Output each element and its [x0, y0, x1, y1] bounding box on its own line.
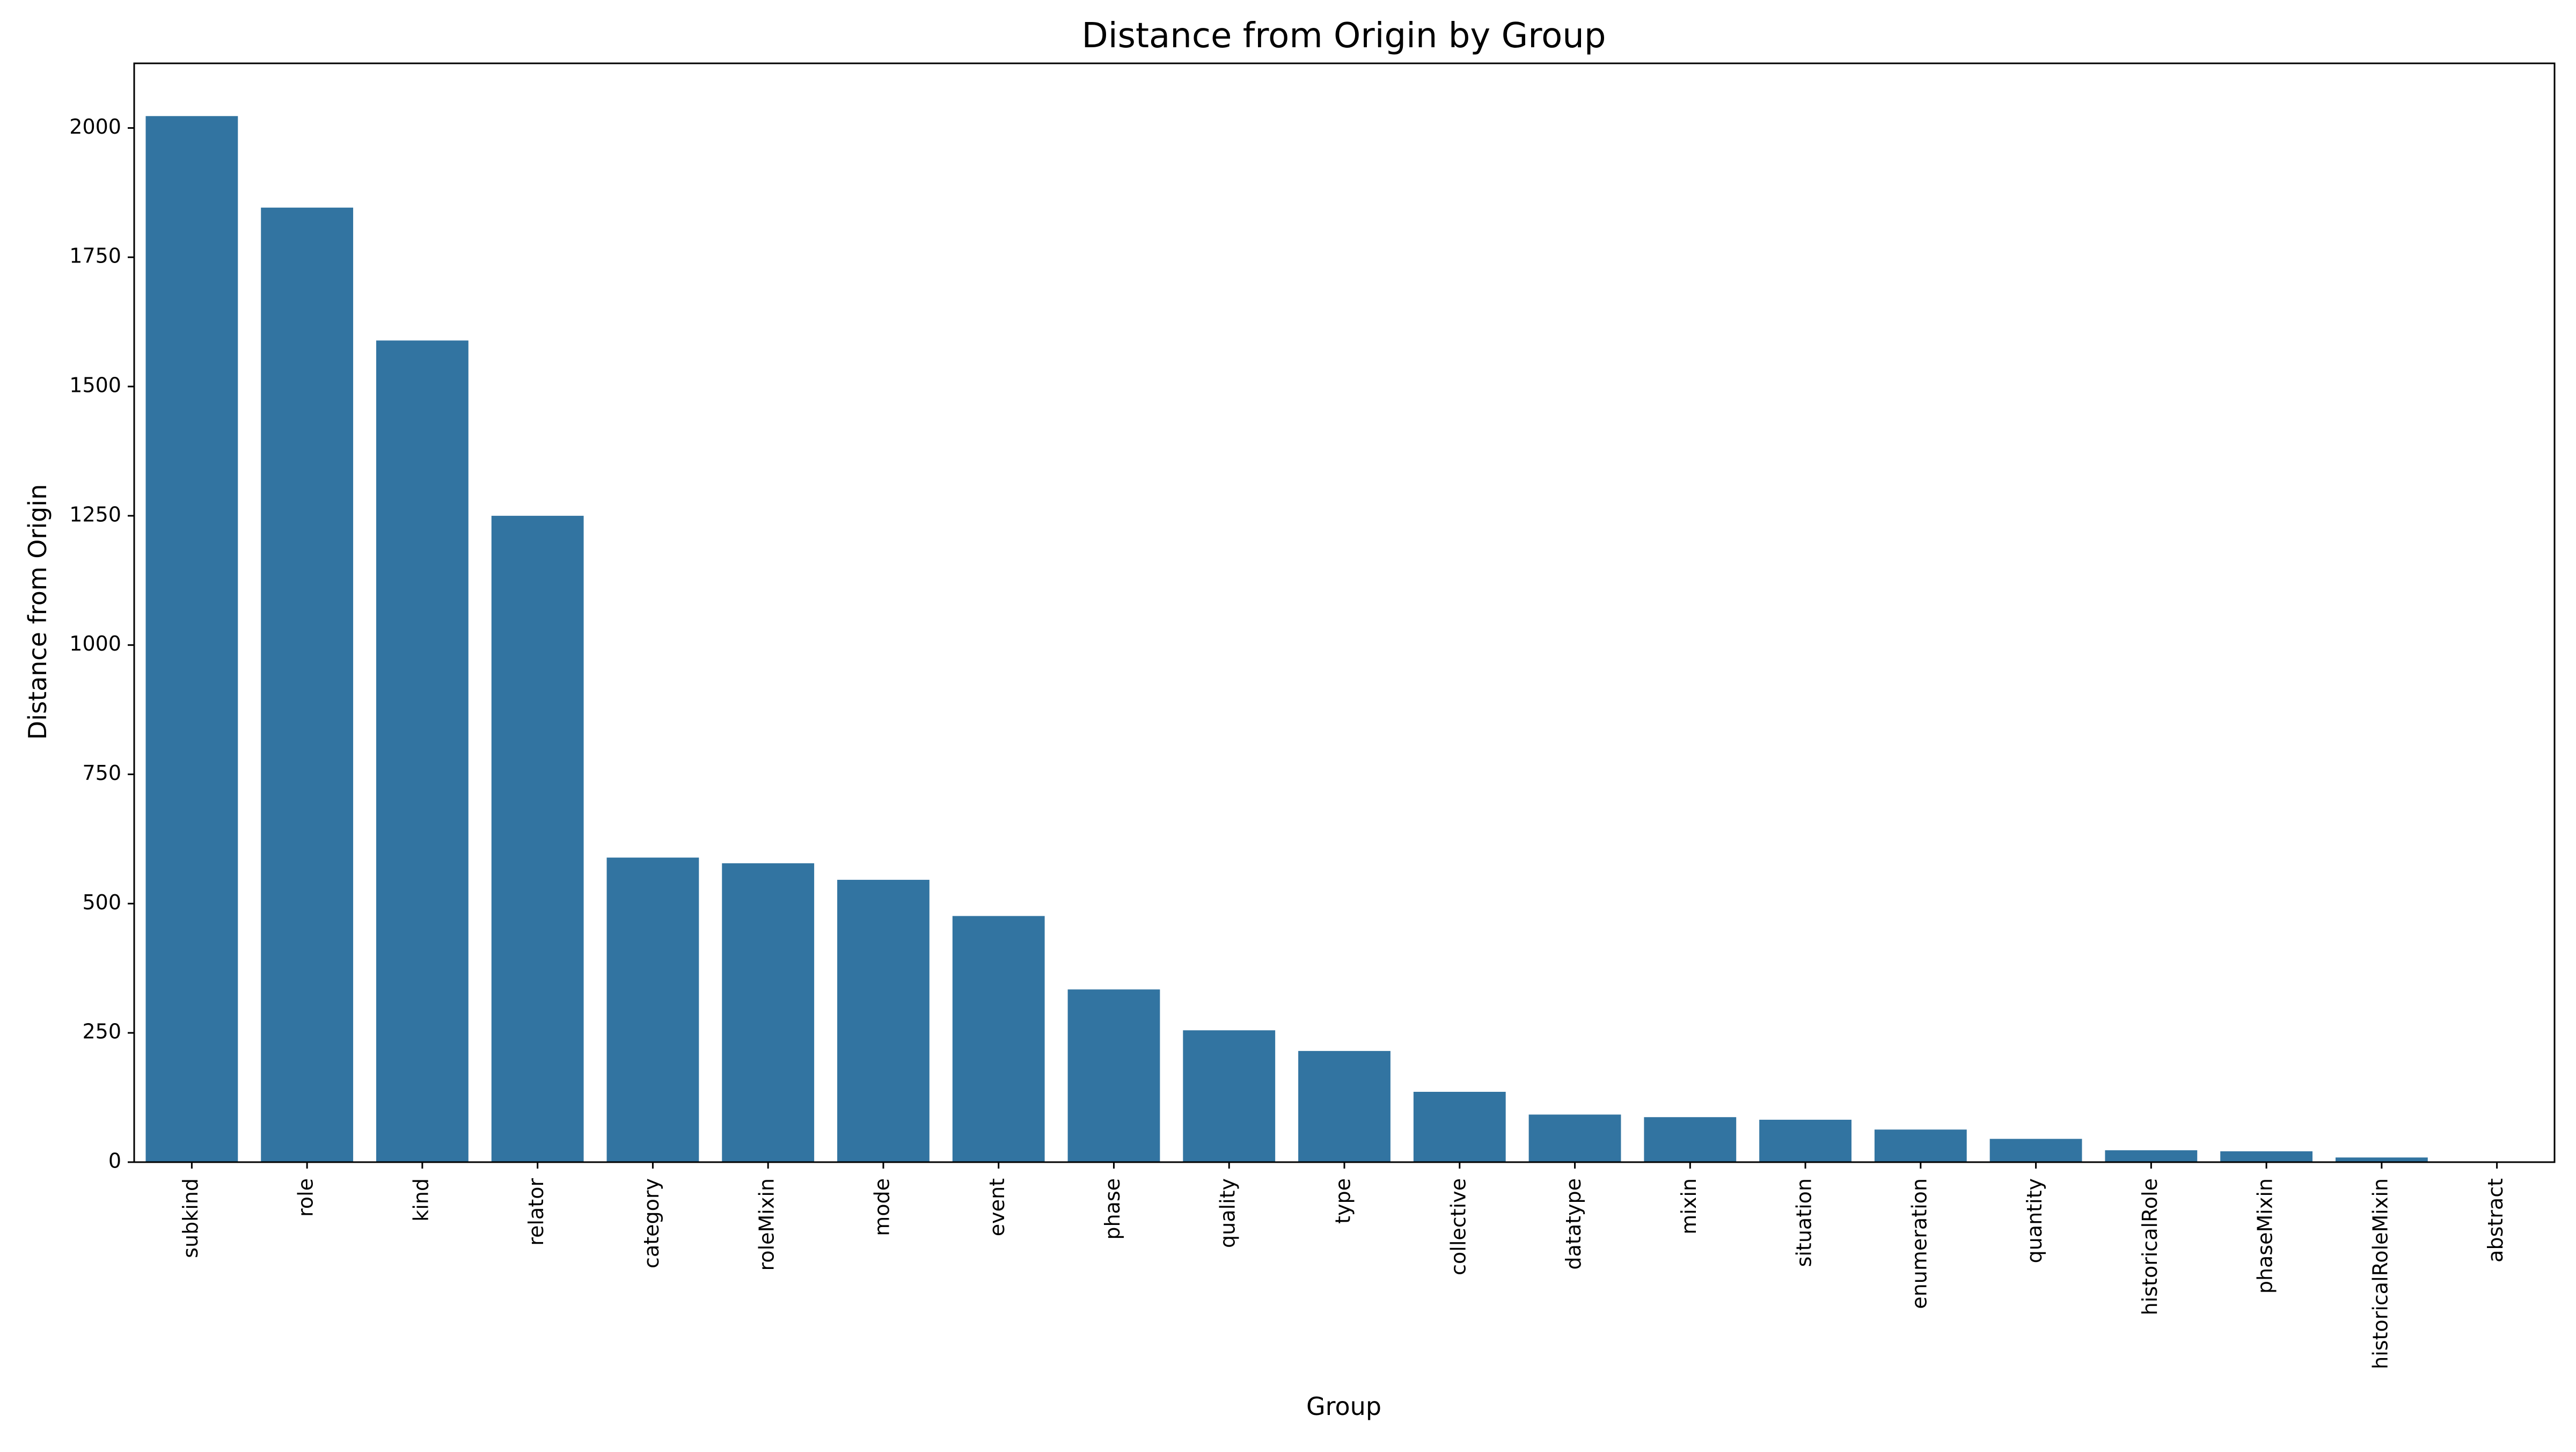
x-tick-label: type [1331, 1178, 1355, 1224]
x-tick-label: role [294, 1178, 318, 1217]
y-tick-label: 0 [108, 1149, 121, 1173]
bar-quantity [1989, 1139, 2082, 1162]
bar-quality [1183, 1030, 1276, 1162]
bar-situation [1759, 1120, 1851, 1162]
y-tick-label: 2000 [69, 115, 121, 138]
y-axis-label: Distance from Origin [23, 484, 52, 740]
bar-phaseMixin [2220, 1151, 2312, 1162]
chart-title: Distance from Origin by Group [1082, 16, 1606, 56]
y-tick-label: 1500 [69, 374, 121, 397]
bar-subkind [145, 116, 238, 1163]
x-tick-label: situation [1792, 1178, 1816, 1267]
x-tick-label: mode [870, 1178, 894, 1236]
x-tick-label: mixin [1677, 1178, 1701, 1235]
x-tick-label: phaseMixin [2253, 1178, 2277, 1294]
x-tick-label: phase [1101, 1178, 1124, 1240]
x-tick-label: subkind [179, 1178, 202, 1258]
x-axis-label: Group [1306, 1392, 1381, 1421]
bar-collective [1413, 1091, 1506, 1162]
x-tick-label: abstract [2484, 1178, 2507, 1263]
plot-frame [133, 62, 2556, 1163]
x-tick-label: historicalRoleMixin [2368, 1178, 2392, 1369]
x-tick-label: kind [409, 1178, 433, 1222]
bar-phase [1067, 989, 1160, 1162]
x-tick-label: category [640, 1178, 663, 1268]
bar-event [952, 916, 1045, 1162]
bars-group [145, 116, 2543, 1163]
y-axis: 0 250 500 750 1000 1250 1500 1750 2000 [69, 115, 134, 1173]
x-tick-label: relator [524, 1178, 548, 1246]
bar-historicalRole [2105, 1150, 2198, 1162]
x-tick-label: quantity [2023, 1178, 2046, 1263]
bar-kind [376, 340, 469, 1162]
bar-roleMixin [722, 863, 815, 1162]
bar-category [606, 857, 699, 1162]
x-tick-label: collective [1446, 1178, 1470, 1275]
bar-enumeration [1874, 1129, 1967, 1162]
bar-role [261, 207, 354, 1163]
bar-mode [837, 880, 930, 1162]
bar-datatype [1528, 1114, 1621, 1162]
bar-mixin [1644, 1117, 1737, 1162]
y-tick-label: 1750 [69, 244, 121, 268]
x-tick-label: quality [1216, 1178, 1240, 1248]
bar-historicalRoleMixin [2335, 1157, 2428, 1162]
y-tick-label: 750 [82, 761, 121, 785]
y-tick-label: 1000 [69, 632, 121, 655]
bar-type [1298, 1050, 1391, 1162]
x-tick-label: datatype [1562, 1178, 1585, 1269]
x-tick-label: historicalRole [2138, 1178, 2162, 1315]
x-tick-label: roleMixin [755, 1178, 779, 1271]
y-tick-label: 1250 [69, 502, 121, 526]
y-tick-label: 250 [82, 1020, 121, 1044]
y-tick-label: 500 [82, 891, 121, 914]
x-axis: subkind role kind relator category roleMixin m… [179, 1162, 2507, 1369]
bar-relator [491, 515, 584, 1162]
x-tick-label: enumeration [1907, 1178, 1931, 1309]
x-tick-label: event [985, 1178, 1009, 1236]
